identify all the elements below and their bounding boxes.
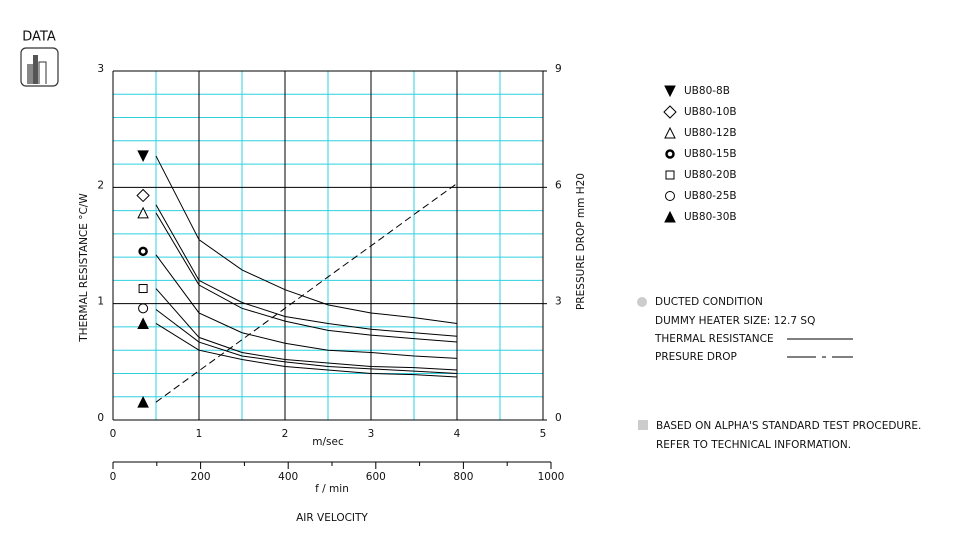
- legend-marker: [665, 170, 675, 180]
- x-tick-label: 1: [196, 428, 203, 440]
- x2-tick-label: 0: [110, 471, 117, 483]
- curve: [155, 309, 458, 374]
- y2-axis-label: PRESSURE DROP mm H20: [575, 173, 587, 310]
- y2-tick-label: 0: [555, 412, 562, 424]
- x-tick-label: 3: [368, 428, 375, 440]
- y-axis-label: THERMAL RESISTANCE °C/W: [78, 193, 90, 343]
- x-tick-label: 5: [540, 428, 547, 440]
- point-marker: [138, 284, 148, 294]
- y-tick-label: 0: [97, 412, 104, 424]
- x2-tick-label: 600: [366, 471, 386, 483]
- note: BASED ON ALPHA'S STANDARD TEST PROCEDURE…: [656, 420, 921, 432]
- note-bullet: [638, 420, 648, 430]
- legend-marker: [664, 85, 676, 98]
- x2-tick-label: 1000: [538, 471, 565, 483]
- legend-label: UB80-30B: [684, 211, 737, 223]
- legend-label: UB80-10B: [684, 106, 737, 118]
- curve: [155, 212, 458, 343]
- legend-marker: [664, 126, 676, 139]
- x-axis-label: m/sec: [312, 436, 344, 448]
- y2-tick-label: 3: [555, 296, 562, 308]
- legend-marker: [665, 191, 675, 201]
- y-tick-label: 1: [97, 296, 104, 308]
- note: THERMAL RESISTANCE: [654, 333, 774, 345]
- point-marker: [137, 317, 149, 329]
- y-tick-label: 3: [97, 63, 104, 75]
- x2-tick-label: 200: [191, 471, 211, 483]
- icon-label: DATA: [22, 30, 56, 45]
- y2-tick-label: 6: [555, 179, 562, 191]
- data-icon: [20, 47, 59, 87]
- point-marker: [137, 396, 149, 408]
- curve: [155, 254, 458, 359]
- x-tick-label: 0: [110, 428, 117, 440]
- x2-tick-label: 400: [278, 471, 298, 483]
- x-tick-label: 4: [454, 428, 461, 440]
- point-marker: [138, 303, 149, 314]
- note: DUMMY HEATER SIZE: 12.7 SQ: [655, 315, 815, 327]
- point-marker: [136, 188, 150, 203]
- pressure-line: [155, 183, 458, 403]
- note: REFER TO TECHNICAL INFORMATION.: [656, 439, 851, 451]
- curve: [155, 155, 458, 324]
- point-marker: [137, 150, 149, 163]
- note-bullet: [637, 297, 647, 307]
- legend-marker: [663, 105, 677, 119]
- point-marker: [138, 246, 148, 257]
- point-marker: [137, 206, 149, 219]
- y-tick-label: 2: [97, 179, 104, 191]
- note: DUCTED CONDITION: [655, 296, 763, 308]
- curve: [155, 288, 458, 371]
- y2-tick-label: 9: [555, 63, 562, 75]
- legend-marker: [665, 149, 675, 159]
- x2-axis-label: f / min: [315, 483, 349, 495]
- legend-label: UB80-20B: [684, 169, 737, 181]
- x-tick-label: 2: [282, 428, 289, 440]
- curve: [155, 323, 458, 378]
- x2-tick-label: 800: [453, 471, 473, 483]
- legend-label: UB80-12B: [684, 127, 737, 139]
- legend-label: PRESURE DROP: [655, 351, 737, 363]
- legend-marker: [664, 210, 676, 223]
- curve: [155, 204, 458, 337]
- legend-label: UB80-8B: [684, 85, 730, 97]
- legend-label: UB80-15B: [684, 148, 737, 160]
- legend-label: UB80-25B: [684, 190, 737, 202]
- axis-title: AIR VELOCITY: [296, 512, 368, 524]
